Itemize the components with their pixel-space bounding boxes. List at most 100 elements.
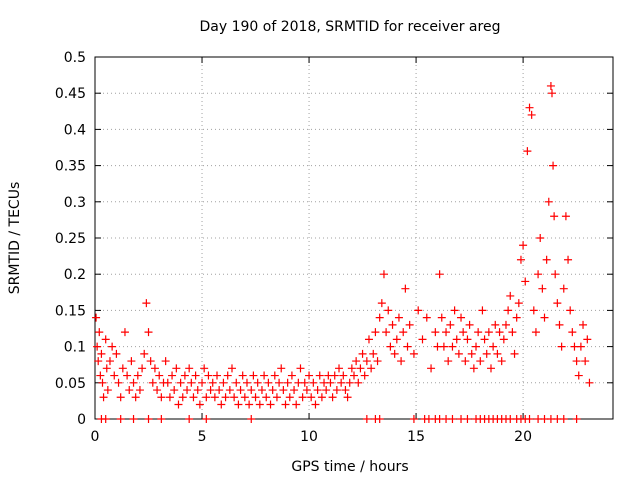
data-point [561, 212, 570, 221]
data-point [127, 357, 136, 366]
data-point [157, 415, 166, 423]
data-point [200, 364, 209, 373]
data-point [180, 371, 189, 380]
data-point [375, 415, 384, 423]
data-point [114, 378, 123, 387]
data-point [516, 255, 525, 264]
data-point [195, 400, 204, 409]
data-point [465, 320, 474, 329]
data-point [547, 89, 556, 98]
data-point [251, 393, 260, 402]
data-point [225, 386, 234, 395]
data-point [482, 349, 491, 358]
data-point [125, 386, 134, 395]
data-point [217, 400, 226, 409]
axis-ticks: 0 0.05 0.1 0.15 0.2 0.25 0.3 0.35 0.4 0.45 0.5 0 5 10… [55, 50, 613, 445]
data-point [504, 306, 513, 315]
data-point [283, 378, 292, 387]
data-point [579, 320, 588, 329]
data-point [112, 349, 121, 358]
data-point [364, 335, 373, 344]
data-point [489, 342, 498, 351]
data-point [296, 364, 305, 373]
data-point [527, 110, 536, 119]
data-point [185, 364, 194, 373]
data-point [461, 357, 470, 366]
y-tick-label: 0.2 [64, 267, 86, 283]
data-point [193, 386, 202, 395]
data-point [544, 197, 553, 206]
data-point [198, 378, 207, 387]
data-point [245, 400, 254, 409]
data-point [394, 313, 403, 322]
x-tick-label: 20 [514, 429, 532, 445]
data-point [163, 378, 172, 387]
data-point [422, 313, 431, 322]
data-point [401, 284, 410, 293]
data-point [418, 335, 427, 344]
data-point [142, 299, 151, 308]
data-point [170, 386, 179, 395]
data-point [551, 270, 560, 279]
data-point [367, 364, 376, 373]
data-point [118, 364, 127, 373]
data-point [206, 386, 215, 395]
data-point [354, 378, 363, 387]
data-point [362, 357, 371, 366]
data-point [227, 364, 236, 373]
data-point [110, 371, 119, 380]
data-point [506, 291, 515, 300]
data-point [437, 313, 446, 322]
data-point [210, 393, 219, 402]
data-point [581, 357, 590, 366]
data-point [390, 349, 399, 358]
data-point [564, 255, 573, 264]
data-point [467, 349, 476, 358]
data-point [431, 328, 440, 337]
data-point [257, 386, 266, 395]
data-point [174, 400, 183, 409]
data-point [534, 270, 543, 279]
data-point [96, 371, 105, 380]
data-point [330, 371, 339, 380]
data-point [309, 378, 318, 387]
data-point [559, 415, 568, 423]
data-point [247, 415, 256, 423]
data-point [279, 386, 288, 395]
y-tick-label: 0.15 [55, 303, 86, 319]
data-point [480, 335, 489, 344]
y-tick-label: 0.45 [55, 86, 86, 102]
data-point [102, 364, 111, 373]
data-point [510, 349, 519, 358]
data-point [360, 371, 369, 380]
data-point [148, 378, 157, 387]
data-point [550, 212, 559, 221]
data-point [572, 357, 581, 366]
data-point [439, 342, 448, 351]
data-point [497, 357, 506, 366]
data-point [386, 342, 395, 351]
data-point [213, 371, 222, 380]
data-point [146, 357, 155, 366]
data-point [538, 284, 547, 293]
data-point [155, 371, 164, 380]
data-point [373, 357, 382, 366]
y-tick-label: 0.05 [55, 376, 86, 392]
data-point [98, 378, 107, 387]
data-point [292, 400, 301, 409]
data-point [260, 371, 269, 380]
data-point [178, 393, 187, 402]
data-point [521, 277, 530, 286]
data-point [103, 386, 112, 395]
data-point [230, 393, 239, 402]
data-point [572, 415, 581, 423]
y-tick-label: 0.5 [64, 50, 86, 66]
data-point [583, 335, 592, 344]
data-points [92, 81, 594, 423]
data-point [311, 400, 320, 409]
data-point [405, 320, 414, 329]
data-point [347, 364, 356, 373]
data-point [242, 378, 251, 387]
y-tick-label: 0.4 [64, 122, 86, 138]
data-point [508, 328, 517, 337]
